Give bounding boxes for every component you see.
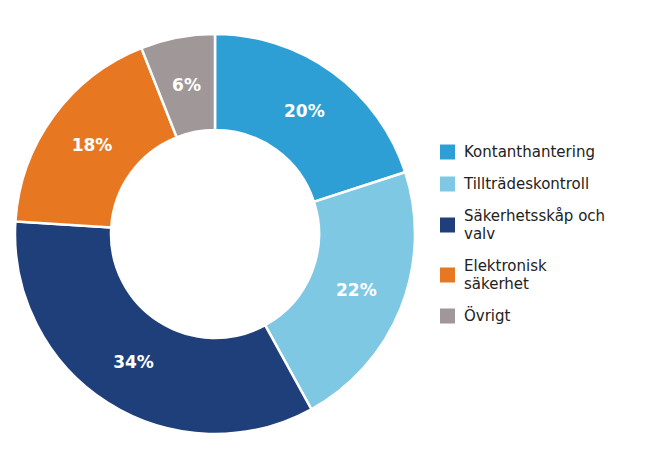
slice-label: 18% [72, 135, 113, 155]
legend-label-line: valv [464, 225, 495, 243]
legend-label-line: Tillträdeskontroll [463, 175, 589, 193]
legend-label-line: säkerhet [464, 275, 529, 293]
chart: 20% 22% 34% 18% 6% Kontanthantering Tillträdes… [0, 0, 648, 468]
legend-item: Elektronisksäkerhet [440, 257, 547, 293]
legend-label-line: Säkerhetsskåp och [464, 207, 605, 225]
legend-swatch [440, 268, 455, 283]
slice [215, 34, 405, 202]
legend-label: Kontanthantering [464, 143, 595, 161]
slice-label: 22% [336, 280, 377, 300]
legend-label-line: Kontanthantering [464, 143, 595, 161]
slice-labels: 20% 22% 34% 18% 6% [72, 75, 377, 373]
legend-label: Elektronisksäkerhet [464, 257, 547, 293]
slice [15, 221, 311, 434]
legend-swatch [440, 218, 455, 233]
legend-swatch [440, 145, 455, 160]
legend-swatch [440, 309, 455, 324]
legend-item: Kontanthantering [440, 143, 595, 161]
slice [141, 34, 215, 137]
legend-label-line: Elektronisk [464, 257, 547, 275]
legend-item: Tillträdeskontroll [440, 175, 589, 193]
legend-label-line: Övrigt [464, 306, 511, 325]
legend-label: Säkerhetsskåp ochvalv [464, 207, 605, 243]
legend: Kontanthantering Tillträdeskontroll Säkerh… [440, 143, 605, 325]
slice-label: 6% [172, 75, 201, 95]
legend-item: Säkerhetsskåp ochvalv [440, 207, 605, 243]
slice-label: 34% [113, 352, 154, 372]
legend-swatch [440, 177, 455, 192]
slice-label: 20% [284, 101, 325, 121]
donut [15, 34, 415, 434]
legend-label: Tillträdeskontroll [463, 175, 589, 193]
legend-item: Övrigt [440, 306, 511, 325]
legend-label: Övrigt [464, 306, 511, 325]
